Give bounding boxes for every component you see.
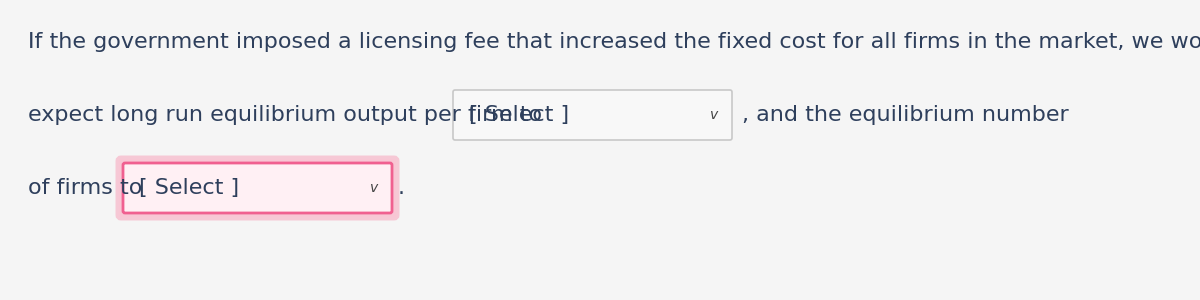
Text: of firms to: of firms to (28, 178, 143, 198)
Text: v: v (710, 108, 718, 122)
Text: [ Select ]: [ Select ] (139, 178, 239, 198)
FancyBboxPatch shape (454, 90, 732, 140)
Text: .: . (398, 178, 406, 198)
Text: expect long run equilibrium output per firm to: expect long run equilibrium output per f… (28, 105, 542, 125)
Text: , and the equilibrium number: , and the equilibrium number (742, 105, 1069, 125)
FancyBboxPatch shape (119, 159, 396, 217)
FancyBboxPatch shape (124, 163, 392, 213)
Text: If the government imposed a licensing fee that increased the fixed cost for all : If the government imposed a licensing fe… (28, 32, 1200, 52)
Text: [ Select ]: [ Select ] (469, 105, 569, 125)
Text: v: v (370, 181, 378, 195)
